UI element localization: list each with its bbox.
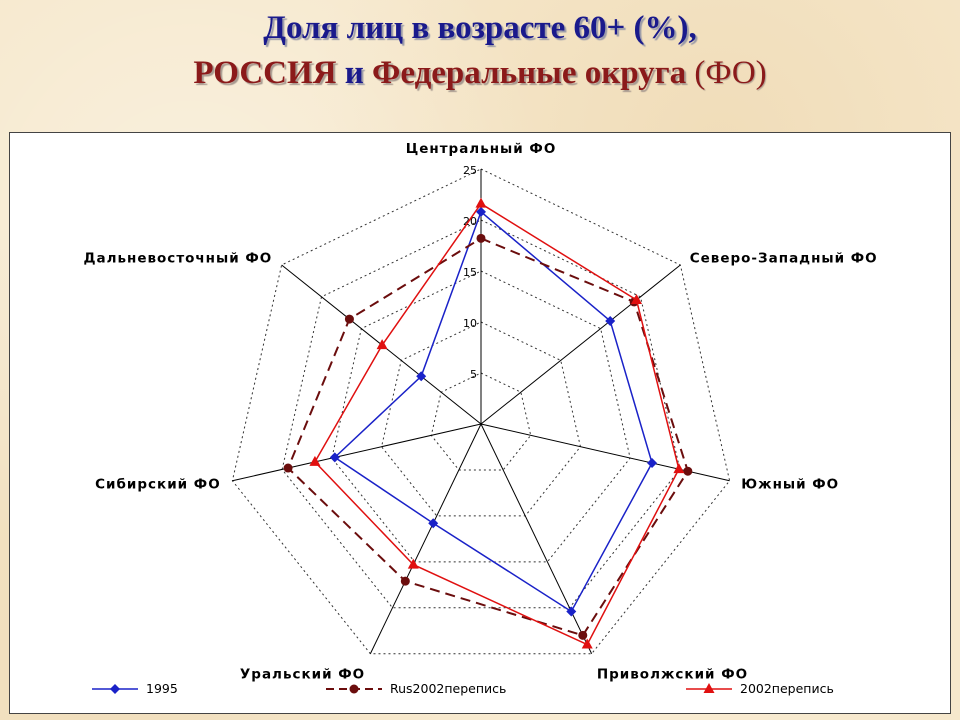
- title-and: и: [336, 55, 373, 91]
- title-federal-districts: Федеральные округа: [372, 55, 687, 91]
- series-point-Rus2002перепись-3: [683, 466, 693, 476]
- grid-ring-5: [430, 372, 532, 471]
- series-line-Rus2002перепись: [286, 237, 689, 637]
- series-point-2002перепись-4: [581, 638, 593, 649]
- series-point-2002перепись-3: [673, 463, 685, 474]
- spoke-3: [480, 423, 730, 482]
- title-russia: РОССИЯ: [193, 55, 337, 91]
- series-point-1995-7: [416, 371, 427, 382]
- series-line-2002перепись: [314, 202, 680, 646]
- series-point-Rus2002перепись-7: [344, 314, 354, 324]
- r-tick-label-5: 5: [470, 368, 477, 381]
- category-label-1: Центральный ФО: [406, 141, 557, 157]
- series-point-Rus2002перепись-4: [578, 630, 588, 640]
- spoke-4: [480, 423, 593, 654]
- series-point-2002перепись-2: [631, 293, 643, 304]
- r-tick-label-10: 10: [463, 317, 477, 330]
- legend-marker-Rus2002перепись: [349, 684, 359, 694]
- series-point-1995-3: [647, 458, 658, 469]
- category-label-6: Сибирский ФО: [95, 476, 221, 492]
- series-point-2002перепись-1: [475, 197, 487, 208]
- series-point-1995-1: [476, 206, 486, 217]
- category-label-4: Приволжский ФО: [597, 667, 748, 683]
- chart-area: 5 10 15 20 25 Центральный ФО Северо-Западный Ф…: [9, 132, 951, 714]
- series-line-1995: [333, 210, 653, 613]
- spoke-6: [232, 423, 482, 482]
- title-fo-abbr: (ФО): [686, 55, 767, 91]
- title-line-2: РОССИЯ и Федеральные округа (ФО): [0, 48, 960, 98]
- spoke-5: [369, 423, 482, 654]
- grid-ring-25: [231, 168, 731, 655]
- legend-marker-2002перепись: [703, 683, 715, 693]
- category-label-5: Уральский ФО: [240, 667, 365, 683]
- legend-label-Rus2002перепись: Rus2002перепись: [390, 681, 506, 696]
- series-point-2002перепись-5: [407, 558, 419, 569]
- spoke-2: [480, 264, 681, 425]
- legend-label-1995: 1995: [146, 681, 178, 696]
- legend-marker-1995: [110, 684, 120, 694]
- series-point-2002перепись-7: [376, 339, 388, 350]
- r-tick-label-25: 25: [463, 164, 477, 177]
- grid-ring-10: [381, 321, 581, 517]
- series-point-1995-5: [428, 518, 439, 529]
- r-tick-label-15: 15: [463, 266, 477, 279]
- category-label-3: Южный ФО: [741, 476, 839, 492]
- slide-title: Доля лиц в возрасте 60+ (%), РОССИЯ и Фе…: [0, 8, 960, 98]
- category-label-7: Дальневосточный ФО: [83, 251, 272, 267]
- grid-ring-20: [281, 219, 681, 609]
- series-point-Rus2002перепись-6: [283, 463, 293, 473]
- category-label-2: Северо-Западный ФО: [690, 251, 878, 267]
- series-point-Rus2002перепись-5: [400, 576, 410, 586]
- series-point-Rus2002перепись-1: [476, 233, 486, 243]
- series-point-1995-4: [566, 606, 577, 617]
- title-line-1: Доля лиц в возрасте 60+ (%),: [263, 10, 697, 46]
- series-point-1995-2: [605, 315, 616, 326]
- series-point-2002перепись-6: [309, 455, 321, 466]
- series-point-1995-6: [329, 452, 340, 463]
- legend-label-2002перепись: 2002перепись: [740, 681, 834, 696]
